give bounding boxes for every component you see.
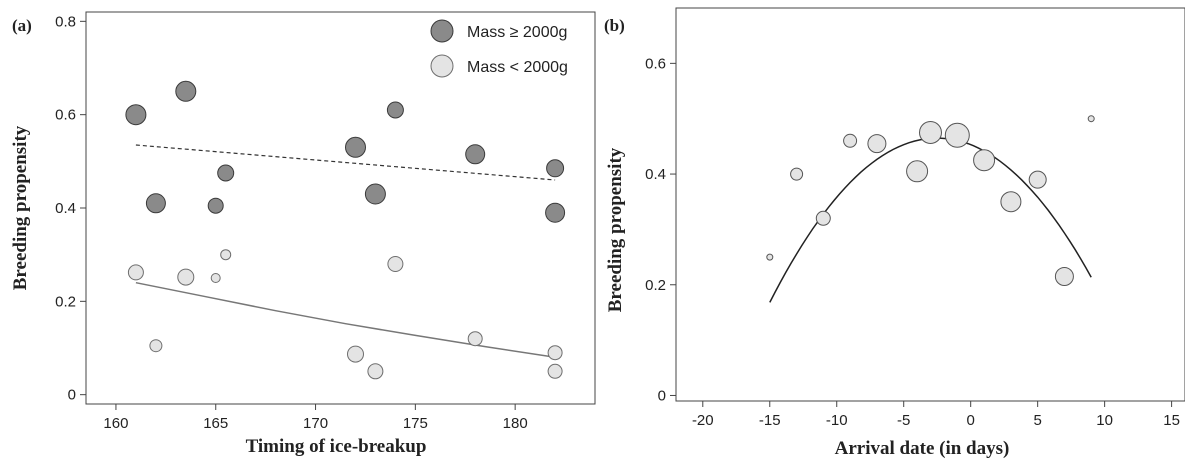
- data-point: [466, 145, 485, 164]
- data-point: [368, 364, 383, 379]
- y-tick-label: 0.6: [55, 107, 76, 124]
- data-point: [176, 81, 196, 101]
- data-point: [218, 165, 234, 181]
- data-point: [208, 198, 223, 213]
- x-tick-label: 15: [1163, 412, 1180, 429]
- data-point: [1001, 192, 1021, 212]
- data-point: [548, 364, 562, 378]
- y-tick-label: 0.2: [55, 293, 76, 310]
- data-point: [1088, 116, 1094, 122]
- data-point: [211, 274, 220, 283]
- data-point: [150, 340, 162, 352]
- panel-a-label: (a): [12, 16, 32, 35]
- panel-b-y-ticks: 0 0.2 0.4 0.6: [645, 55, 676, 404]
- data-point: [945, 123, 969, 147]
- legend: Mass ≥ 2000g Mass < 2000g: [431, 20, 568, 77]
- panel-b: (b) 0 0.2 0.4 0.6 -20 -15 -10 -5 0 5 10 15 Arrival…: [604, 8, 1185, 459]
- data-point: [868, 135, 886, 153]
- panel-b-y-axis-label: Breeding propensity: [605, 147, 626, 312]
- data-point: [548, 346, 562, 360]
- x-tick-label: 180: [503, 415, 528, 432]
- data-point: [546, 203, 565, 222]
- panel-b-frame: [676, 8, 1185, 401]
- solid-fit-line: [136, 283, 555, 358]
- legend-label-heavy: Mass ≥ 2000g: [467, 24, 567, 41]
- panel-b-label: (b): [604, 16, 625, 35]
- x-tick-label: 5: [1033, 412, 1041, 429]
- x-tick-label: -5: [897, 412, 910, 429]
- data-point: [920, 122, 942, 144]
- y-tick-label: 0.6: [645, 55, 666, 72]
- legend-label-light: Mass < 2000g: [467, 59, 568, 76]
- panel-a-fit-lines: [136, 145, 555, 357]
- data-point: [365, 184, 385, 204]
- data-point: [468, 332, 482, 346]
- data-point: [387, 102, 403, 118]
- data-point: [547, 160, 564, 177]
- x-tick-label: -20: [692, 412, 714, 429]
- x-tick-label: 10: [1096, 412, 1113, 429]
- y-tick-label: 0.8: [55, 13, 76, 30]
- data-point: [348, 346, 364, 362]
- data-point: [1055, 268, 1073, 286]
- data-point: [128, 265, 143, 280]
- x-tick-label: 160: [103, 415, 128, 432]
- x-tick-label: 175: [403, 415, 428, 432]
- x-tick-label: -15: [759, 412, 781, 429]
- data-point: [907, 161, 928, 182]
- data-point: [767, 254, 773, 260]
- panel-a-y-axis-label: Breeding propensity: [10, 125, 31, 290]
- y-tick-label: 0.4: [645, 166, 666, 183]
- data-point: [791, 168, 803, 180]
- data-point: [221, 250, 231, 260]
- panel-a-x-ticks: 160 165 170 175 180: [103, 404, 527, 432]
- panel-a-points: [126, 81, 565, 379]
- panel-a-y-ticks: 0 0.2 0.4 0.6 0.8: [55, 13, 86, 403]
- data-point: [146, 194, 165, 213]
- x-tick-label: 0: [967, 412, 975, 429]
- panel-b-x-axis-label: Arrival date (in days): [835, 438, 1010, 459]
- x-tick-label: 165: [203, 415, 228, 432]
- data-point: [388, 257, 403, 272]
- data-point: [178, 269, 194, 285]
- legend-marker-heavy: [431, 20, 453, 42]
- x-tick-label: -10: [826, 412, 848, 429]
- data-point: [816, 211, 830, 225]
- data-point: [126, 105, 146, 125]
- panel-a: (a) 0 0.2 0.4 0.6 0.8 160 165 170 175 180 Timing…: [10, 12, 595, 457]
- panel-b-x-ticks: -20 -15 -10 -5 0 5 10 15: [692, 401, 1180, 429]
- y-tick-label: 0.4: [55, 200, 76, 217]
- y-tick-label: 0: [658, 387, 666, 404]
- y-tick-label: 0.2: [645, 277, 666, 294]
- data-point: [844, 134, 857, 147]
- x-tick-label: 170: [303, 415, 328, 432]
- panel-b-points: [767, 116, 1094, 286]
- data-point: [974, 150, 995, 171]
- data-point: [346, 137, 366, 157]
- legend-marker-light: [431, 55, 453, 77]
- data-point: [1029, 171, 1046, 188]
- y-tick-label: 0: [68, 387, 76, 404]
- panel-a-x-axis-label: Timing of ice-breakup: [246, 436, 427, 457]
